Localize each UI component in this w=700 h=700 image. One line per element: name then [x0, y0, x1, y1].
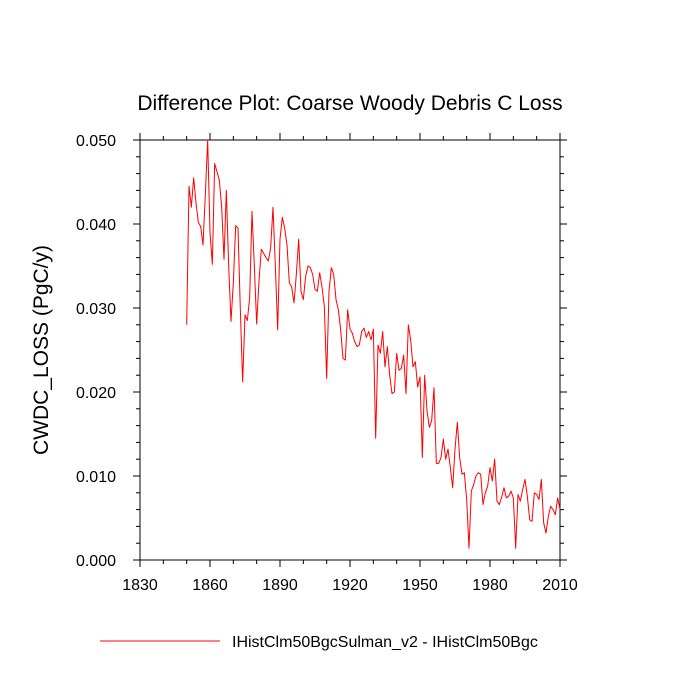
series-line	[186, 139, 561, 549]
y-tick-label: 0.040	[76, 217, 116, 234]
axis-tick-labels: 1830 1860 1890 1920 1950 1980 2010 0.000 0.010 0.…	[76, 133, 578, 594]
x-tick-label: 2010	[542, 577, 578, 594]
legend: IHistClm50BgcSulman_v2 - IHistClm50Bgc	[100, 634, 538, 651]
y-axis-label: CWDC_LOSS (PgC/y)	[30, 245, 53, 455]
x-tick-label: 1860	[192, 577, 228, 594]
legend-entry: IHistClm50BgcSulman_v2 - IHistClm50Bgc	[232, 634, 538, 651]
x-tick-label: 1890	[262, 577, 298, 594]
y-tick-label: 0.010	[76, 469, 116, 486]
axis-ticks	[133, 133, 567, 567]
y-tick-label: 0.050	[76, 133, 116, 150]
x-tick-label: 1920	[332, 577, 368, 594]
y-tick-label: 0.030	[76, 301, 116, 318]
y-tick-label: 0.020	[76, 385, 116, 402]
y-tick-label: 0.000	[76, 553, 116, 570]
x-tick-label: 1980	[472, 577, 508, 594]
x-tick-label: 1950	[402, 577, 438, 594]
chart-title: Difference Plot: Coarse Woody Debris C L…	[137, 92, 562, 115]
series-layer	[186, 139, 561, 549]
x-tick-label: 1830	[122, 577, 158, 594]
